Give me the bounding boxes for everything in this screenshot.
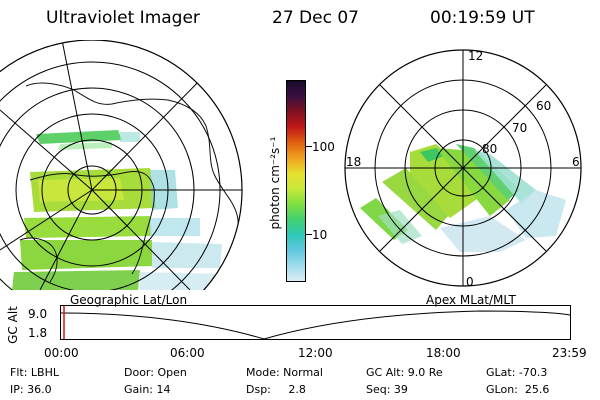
time-tick-2359: 23:59 xyxy=(552,346,587,360)
mode-info: Mode: Normal xyxy=(246,366,323,379)
mlat-label-70: 70 xyxy=(512,121,527,135)
colorbar xyxy=(286,80,306,282)
observation-time: 00:19:59 UT xyxy=(430,8,535,28)
aurora-emission-right xyxy=(360,144,566,252)
mlt-label-12: 12 xyxy=(468,49,483,63)
instrument-title: Ultraviolet Imager xyxy=(46,8,200,28)
altitude-tick-1-8: 1.8 xyxy=(28,326,48,340)
mlat-label-80: 80 xyxy=(482,142,497,156)
time-tick-1200: 12:00 xyxy=(298,346,333,360)
colorbar-tick-10: 10 xyxy=(312,228,328,242)
altitude-tick-9: 9.0 xyxy=(28,307,48,321)
glon-info: GLon: 25.6 xyxy=(486,383,550,396)
mlt-label-0: 0 xyxy=(466,275,474,289)
altitude-plot xyxy=(60,305,571,340)
door-info: Door: Open xyxy=(124,366,187,379)
time-tick-0600: 06:00 xyxy=(170,346,205,360)
aurora-emission-left xyxy=(12,130,228,290)
mlt-label-6: 6 xyxy=(572,155,580,169)
observation-date: 27 Dec 07 xyxy=(272,8,359,28)
mlt-label-18: 18 xyxy=(346,155,361,169)
altitude-axis-label: GC Alt xyxy=(5,306,20,344)
colorbar-gradient xyxy=(287,81,305,281)
ip-info: IP: 36.0 xyxy=(10,383,52,396)
dsp-info: Dsp: 2.8 xyxy=(246,383,306,396)
geographic-map xyxy=(0,40,243,290)
mlat-label-60: 60 xyxy=(536,99,551,113)
time-tick-1800: 18:00 xyxy=(426,346,461,360)
geographic-map-label: Geographic Lat/Lon xyxy=(70,293,188,307)
gain-info: Gain: 14 xyxy=(124,383,171,396)
filter-info: Flt: LBHL xyxy=(10,366,59,379)
glat-info: GLat: -70.3 xyxy=(486,366,548,379)
magnetic-map: 12 18 6 0 60 70 80 xyxy=(344,49,582,289)
seq-info: Seq: 39 xyxy=(366,383,408,396)
gc-alt-info: GC Alt: 9.0 Re xyxy=(366,366,443,379)
magnetic-map-label: Apex MLat/MLT xyxy=(426,293,516,307)
colorbar-tick-100: 100 xyxy=(312,140,335,154)
time-tick-0000: 00:00 xyxy=(44,346,79,360)
colorbar-unit-label: photon cm⁻²s⁻¹ xyxy=(268,136,282,230)
